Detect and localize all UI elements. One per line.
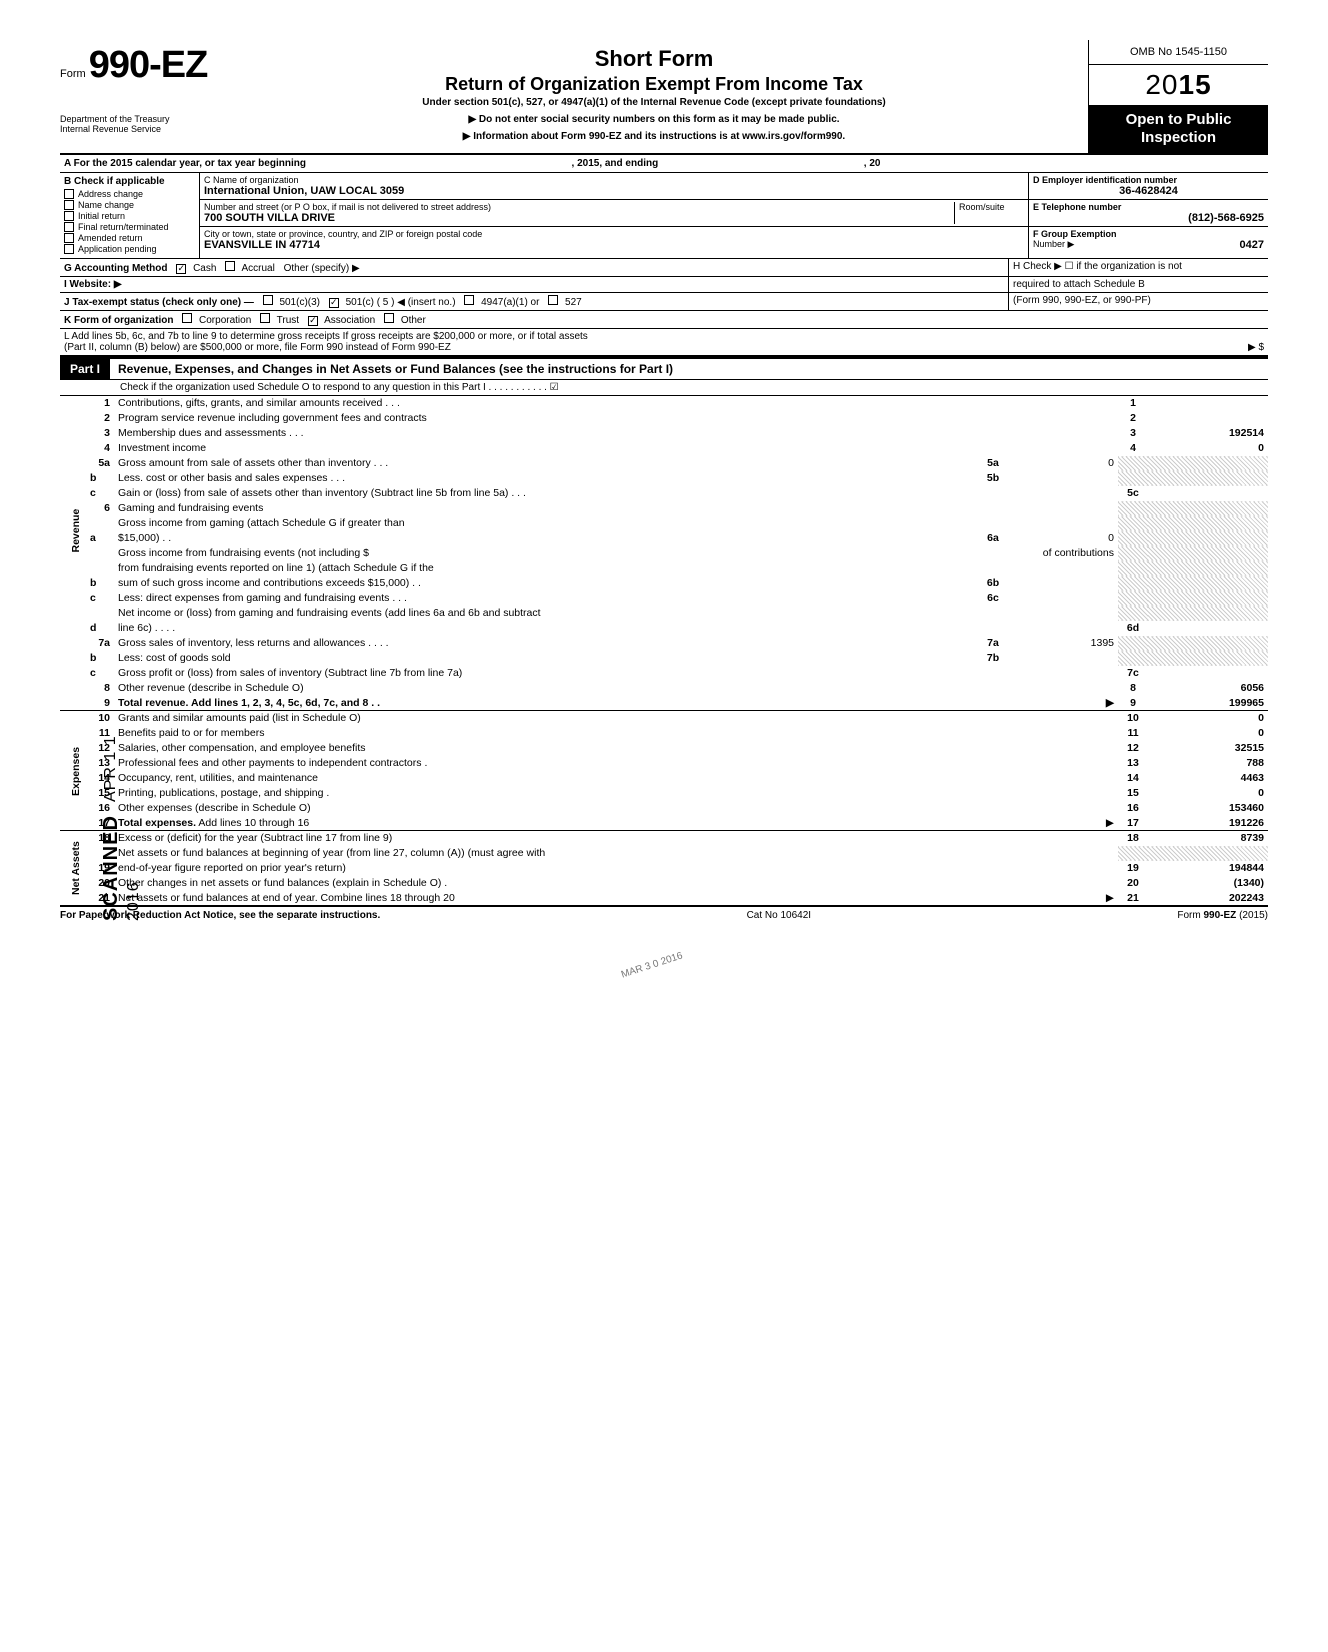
row-g-h: G Accounting Method ✓ Cash Accrual Other… xyxy=(60,259,1268,277)
form-prefix: Form xyxy=(60,68,86,80)
row-i-website: I Website: ▶ required to attach Schedule… xyxy=(60,277,1268,293)
short-form-title: Short Form xyxy=(228,46,1080,72)
omb-number: OMB No 1545-1150 xyxy=(1089,40,1268,65)
chk-527[interactable] xyxy=(548,295,558,305)
street-label: Number and street (or P O box, if mail i… xyxy=(204,202,954,212)
omb-box: OMB No 1545-1150 2015 Open to Public Ins… xyxy=(1088,40,1268,153)
group-exempt-label: F Group Exemption xyxy=(1033,229,1117,239)
street-value: 700 SOUTH VILLA DRIVE xyxy=(204,212,954,224)
subtitle: Under section 501(c), 527, or 4947(a)(1)… xyxy=(228,97,1080,108)
scanned-stamp: SCANNED APR 1 1 2016 xyxy=(100,730,146,921)
part-1-header: Part I Revenue, Expenses, and Changes in… xyxy=(60,357,1268,380)
line-20-value: (1340) xyxy=(1148,876,1268,891)
chk-4947[interactable] xyxy=(464,295,474,305)
chk-address-change[interactable]: Address change xyxy=(64,189,195,199)
g-label: G Accounting Method xyxy=(64,263,168,274)
footer-right: Form 990-EZ (2015) xyxy=(1177,910,1268,921)
chk-initial-return[interactable]: Initial return xyxy=(64,211,195,221)
city-label: City or town, state or province, country… xyxy=(204,229,1024,239)
main-title: Return of Organization Exempt From Incom… xyxy=(228,74,1080,95)
line-6a-value: 0 xyxy=(1008,531,1118,546)
chk-501c3[interactable] xyxy=(263,295,273,305)
ein-label: D Employer identification number xyxy=(1033,175,1264,185)
part-1-table: Revenue 1 Contributions, gifts, grants, … xyxy=(60,396,1268,906)
arrow-note-1: ▶ Do not enter social security numbers o… xyxy=(228,114,1080,125)
line-16-value: 153460 xyxy=(1148,801,1268,816)
footer: For Paperwork Reduction Act Notice, see … xyxy=(60,906,1268,921)
side-label-expenses: Expenses xyxy=(60,711,86,831)
line-7a-value: 1395 xyxy=(1008,636,1118,651)
chk-501c[interactable]: ✓ xyxy=(329,298,339,308)
row-a-tax-year: A For the 2015 calendar year, or tax yea… xyxy=(60,155,1268,173)
col-c-org-info: C Name of organization International Uni… xyxy=(200,173,1028,258)
line-12-value: 32515 xyxy=(1148,741,1268,756)
org-name-label: C Name of organization xyxy=(204,175,1024,185)
line-10-value: 0 xyxy=(1148,711,1268,726)
line-15-value: 0 xyxy=(1148,786,1268,801)
chk-assoc[interactable]: ✓ xyxy=(308,316,318,326)
line-14-value: 4463 xyxy=(1148,771,1268,786)
chk-trust[interactable] xyxy=(260,313,270,323)
part-1-schedule-o-check: Check if the organization used Schedule … xyxy=(60,380,1268,396)
chk-name-change[interactable]: Name change xyxy=(64,200,195,210)
part-1-title: Revenue, Expenses, and Changes in Net As… xyxy=(110,362,673,376)
line-3-value: 192514 xyxy=(1148,426,1268,441)
room-label: Room/suite xyxy=(959,202,1024,212)
line-19-value: 194844 xyxy=(1148,861,1268,876)
h-schedule-b: H Check ▶ ☐ if the organization is not xyxy=(1008,259,1268,276)
chk-corp[interactable] xyxy=(182,313,192,323)
side-label-netassets: Net Assets xyxy=(60,831,86,906)
line-9-value: 199965 xyxy=(1148,696,1268,711)
dept-irs: Internal Revenue Service xyxy=(60,125,220,135)
phone-label: E Telephone number xyxy=(1033,202,1264,212)
line-11-value: 0 xyxy=(1148,726,1268,741)
chk-amended[interactable]: Amended return xyxy=(64,233,195,243)
line-18-value: 8739 xyxy=(1148,831,1268,846)
chk-final-return[interactable]: Final return/terminated xyxy=(64,222,195,232)
phone-value: (812)-568-6925 xyxy=(1033,212,1264,224)
line-4-value: 0 xyxy=(1148,441,1268,456)
form-number-box: Form 990-EZ Department of the Treasury I… xyxy=(60,40,220,139)
chk-app-pending[interactable]: Application pending xyxy=(64,244,195,254)
chk-cash[interactable]: ✓ xyxy=(176,264,186,274)
entity-info-block: B Check if applicable Address change Nam… xyxy=(60,173,1268,259)
row-j-status: J Tax-exempt status (check only one) — 5… xyxy=(60,293,1268,311)
arrow-note-2: ▶ Information about Form 990-EZ and its … xyxy=(228,131,1080,142)
part-1-tab: Part I xyxy=(60,359,110,379)
line-8-value: 6056 xyxy=(1148,681,1268,696)
col-d-ein-phone: D Employer identification number 36-4628… xyxy=(1028,173,1268,258)
line-5a-value: 0 xyxy=(1008,456,1118,471)
group-exempt-label2: Number ▶ xyxy=(1033,239,1074,249)
line-21-value: 202243 xyxy=(1148,891,1268,906)
line-13-value: 788 xyxy=(1148,756,1268,771)
title-box: Short Form Return of Organization Exempt… xyxy=(220,40,1088,146)
received-date-stamp: MAR 3 0 2016 xyxy=(620,950,684,980)
form-number: 990-EZ xyxy=(89,44,208,86)
open-inspection: Open to Public Inspection xyxy=(1089,105,1268,153)
ein-value: 36-4628424 xyxy=(1033,185,1264,197)
org-name-value: International Union, UAW LOCAL 3059 xyxy=(204,185,1024,197)
row-k-form-org: K Form of organization Corporation Trust… xyxy=(60,311,1268,329)
form-header: Form 990-EZ Department of the Treasury I… xyxy=(60,40,1268,155)
chk-accrual[interactable] xyxy=(225,261,235,271)
tax-year: 2015 xyxy=(1089,65,1268,105)
footer-mid: Cat No 10642I xyxy=(747,910,812,921)
chk-other[interactable] xyxy=(384,313,394,323)
row-l-gross-receipts: L Add lines 5b, 6c, and 7b to line 9 to … xyxy=(60,329,1268,357)
side-label-revenue: Revenue xyxy=(60,396,86,666)
col-b-header: B Check if applicable xyxy=(64,176,195,187)
line-17-value: 191226 xyxy=(1148,816,1268,831)
col-b-checkboxes: B Check if applicable Address change Nam… xyxy=(60,173,200,258)
city-value: EVANSVILLE IN 47714 xyxy=(204,239,1024,251)
group-exempt-value: 0427 xyxy=(1240,239,1264,251)
